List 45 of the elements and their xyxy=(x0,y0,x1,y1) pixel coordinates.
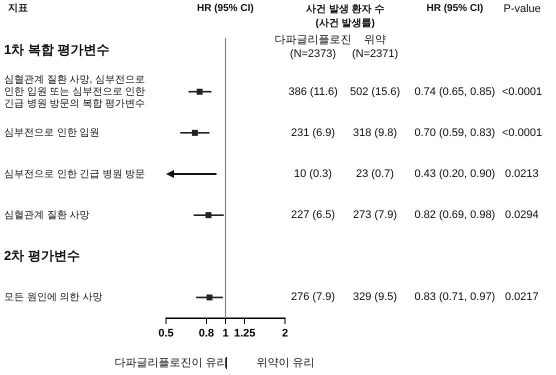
text: 위약이 유리 xyxy=(256,356,315,370)
text: 다파글리플로진이 유리 xyxy=(114,356,228,370)
x-tick-label: 0.8 xyxy=(198,328,214,340)
text: 386 (11.6) xyxy=(288,84,338,99)
y-axis-title: 지표 xyxy=(8,2,28,16)
y-tick-label: 2차 평가변수 xyxy=(4,248,80,263)
text: 273 (7.9) xyxy=(353,208,398,222)
data-label: 0.70 (0.59, 0.83) xyxy=(414,126,496,140)
data-label: 0.82 (0.69, 0.98) xyxy=(414,208,496,222)
x-tick-label: 2 xyxy=(282,328,288,340)
text: 사건 발생 환자 수 (사건 발생률) xyxy=(306,3,384,31)
text: HR (95% CI) xyxy=(426,2,484,16)
y-tick-label: 1차 복합 평가변수 xyxy=(4,42,110,58)
point xyxy=(206,294,212,300)
text: P-value xyxy=(504,2,541,16)
text: HR (95% CI) xyxy=(197,2,254,16)
y-tick-label: 심혈관계 질환 사망 xyxy=(4,210,90,221)
text: <0.0001 xyxy=(502,84,542,99)
text: 329 (9.5) xyxy=(353,290,398,304)
text: 227 (6.5) xyxy=(291,208,336,222)
x-tick-label: 1 xyxy=(222,328,229,340)
point xyxy=(192,130,198,136)
x-tick-label: 1.25 xyxy=(234,328,256,340)
text: 10 (0.3) xyxy=(294,167,332,181)
text: 231 (6.9) xyxy=(291,126,336,140)
y-tick-label: 심혈관계 질환 사망, 심부전으로 인한 입원 또는 심부전으로 인한 긴급 병원 방문의 복합 평가변수 xyxy=(4,74,146,110)
text: 502 (15.6) xyxy=(350,84,400,99)
text: 0.43 (0.20, 0.90) xyxy=(414,168,496,180)
y-tick-label: 심부전으로 인한 긴급 병원 방문 xyxy=(4,168,146,180)
point xyxy=(196,88,203,95)
y-tick-label: 심부전으로 인한 입원 xyxy=(4,128,100,139)
text: 0.0217 xyxy=(505,290,539,304)
data-label: 0.83 (0.71, 0.97) xyxy=(414,290,496,304)
y-tick-label: 모든 원인에 의한 사망 xyxy=(4,292,102,304)
text: 0.0294 xyxy=(505,208,539,222)
annotation: 다파글리플로진 (N=2373) xyxy=(274,33,352,61)
text: <0.0001 xyxy=(502,126,542,140)
text: 276 (7.9) xyxy=(291,290,336,304)
text: 0.0213 xyxy=(505,167,539,181)
text: 23 (0.7) xyxy=(356,167,394,181)
data-label: 0.74 (0.65, 0.85) xyxy=(414,84,496,99)
text: 위약 (N=2371) xyxy=(352,33,398,61)
text: 318 (9.8) xyxy=(353,126,398,140)
point xyxy=(205,212,212,218)
x-tick-label: 0.5 xyxy=(158,328,174,340)
